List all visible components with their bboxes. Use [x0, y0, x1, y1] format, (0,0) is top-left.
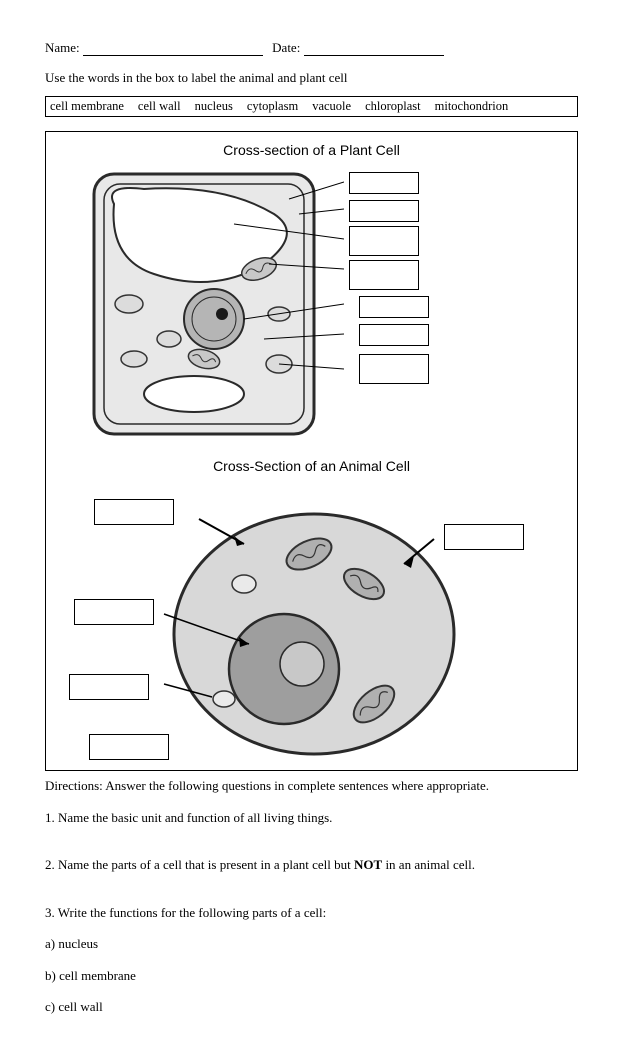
word-item: cell membrane [50, 99, 124, 114]
question-3c: c) cell wall [45, 998, 578, 1016]
question-3b: b) cell membrane [45, 967, 578, 985]
plant-title: Cross-section of a Plant Cell [54, 142, 569, 158]
q2-pre: 2. Name the parts of a cell that is pres… [45, 857, 354, 872]
animal-label-box[interactable] [74, 599, 154, 625]
q2-post: in an animal cell. [382, 857, 475, 872]
date-blank[interactable] [304, 44, 444, 56]
word-item: nucleus [195, 99, 233, 114]
plant-label-box[interactable] [349, 260, 419, 290]
word-item: cell wall [138, 99, 181, 114]
plant-label-box[interactable] [359, 324, 429, 346]
plant-label-box[interactable] [359, 296, 429, 318]
name-blank[interactable] [83, 44, 263, 56]
animal-title: Cross-Section of an Animal Cell [54, 458, 569, 474]
plant-label-box[interactable] [349, 226, 419, 256]
instruction-text: Use the words in the box to label the an… [45, 70, 578, 86]
plant-label-box[interactable] [359, 354, 429, 384]
animal-diagram [54, 484, 569, 784]
header-line: Name: Date: [45, 40, 578, 56]
name-label: Name: [45, 40, 80, 55]
plant-label-box[interactable] [349, 172, 419, 194]
diagram-container: Cross-section of a Plant Cell [45, 131, 578, 771]
word-bank: cell membrane cell wall nucleus cytoplas… [45, 96, 578, 117]
question-section: Directions: Answer the following questio… [45, 777, 578, 1016]
word-item: cytoplasm [247, 99, 298, 114]
animal-label-box[interactable] [94, 499, 174, 525]
q2-bold: NOT [354, 857, 382, 872]
question-2: 2. Name the parts of a cell that is pres… [45, 856, 578, 874]
date-label: Date: [272, 40, 300, 55]
question-3: 3. Write the functions for the following… [45, 904, 578, 922]
plant-label-box[interactable] [349, 200, 419, 222]
word-item: chloroplast [365, 99, 421, 114]
word-item: mitochondrion [435, 99, 509, 114]
question-3a: a) nucleus [45, 935, 578, 953]
question-1: 1. Name the basic unit and function of a… [45, 809, 578, 827]
animal-label-box[interactable] [444, 524, 524, 550]
plant-diagram [54, 164, 569, 454]
word-item: vacuole [312, 99, 351, 114]
animal-label-box[interactable] [69, 674, 149, 700]
animal-label-box[interactable] [89, 734, 169, 760]
